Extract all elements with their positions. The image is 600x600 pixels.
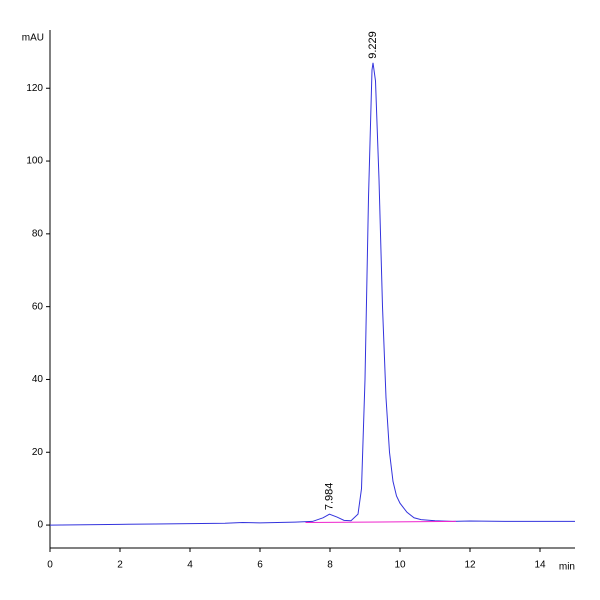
y-tick-label: 60 bbox=[32, 301, 44, 312]
x-tick-label: 14 bbox=[534, 560, 546, 571]
x-tick-label: 0 bbox=[47, 560, 53, 571]
y-tick-label: 100 bbox=[26, 156, 43, 167]
x-tick-label: 6 bbox=[257, 560, 263, 571]
y-axis-label: mAU bbox=[22, 33, 44, 44]
y-tick-label: 0 bbox=[37, 520, 43, 531]
x-tick-label: 10 bbox=[394, 560, 406, 571]
x-tick-label: 2 bbox=[117, 560, 123, 571]
y-tick-label: 20 bbox=[32, 447, 44, 458]
y-tick-label: 80 bbox=[32, 228, 44, 239]
peak-label: 9.229 bbox=[367, 31, 379, 59]
x-tick-label: 4 bbox=[187, 560, 193, 571]
x-axis-label: min bbox=[559, 562, 575, 573]
x-tick-label: 8 bbox=[327, 560, 333, 571]
x-tick-label: 12 bbox=[464, 560, 476, 571]
baseline bbox=[305, 520, 457, 524]
y-tick-label: 40 bbox=[32, 374, 44, 385]
trace bbox=[49, 62, 575, 526]
peak-label: 7.984 bbox=[323, 483, 335, 511]
y-tick-label: 120 bbox=[26, 83, 43, 94]
